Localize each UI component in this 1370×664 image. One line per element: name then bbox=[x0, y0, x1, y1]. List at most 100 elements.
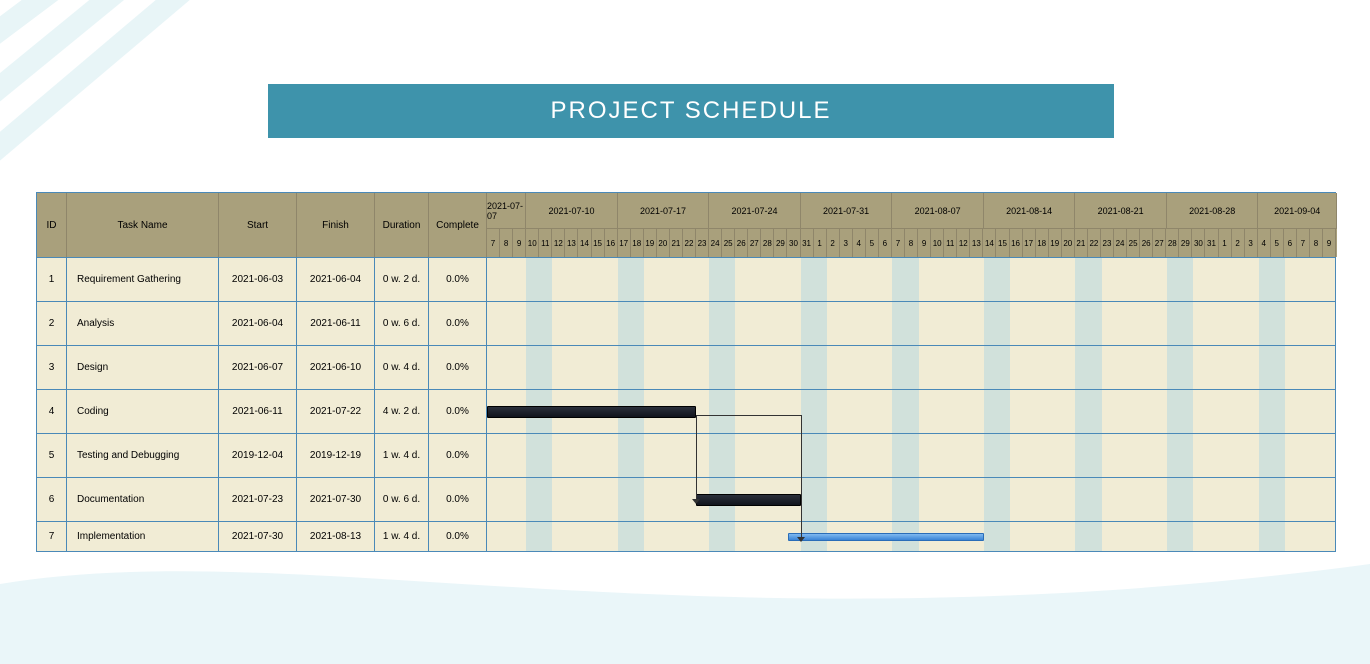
cell-start: 2019-12-04 bbox=[219, 434, 297, 477]
cell-start: 2021-07-30 bbox=[219, 522, 297, 551]
cell-complete: 0.0% bbox=[429, 302, 487, 345]
weekend-shade bbox=[892, 434, 905, 477]
day-header: 25 bbox=[1127, 229, 1140, 257]
day-header: 31 bbox=[801, 229, 814, 257]
weekend-shade bbox=[1075, 302, 1088, 345]
day-header: 26 bbox=[1140, 229, 1153, 257]
day-header: 27 bbox=[1153, 229, 1166, 257]
day-header: 30 bbox=[1192, 229, 1205, 257]
gantt-bar[interactable] bbox=[696, 494, 801, 506]
day-header: 31 bbox=[1205, 229, 1218, 257]
weekend-shade bbox=[1167, 434, 1180, 477]
weekend-shade bbox=[1167, 478, 1180, 521]
gantt-area bbox=[487, 390, 1335, 433]
col-header-complete: Complete bbox=[429, 193, 487, 257]
cell-task-name: Implementation bbox=[67, 522, 219, 551]
weekend-shade bbox=[1180, 390, 1193, 433]
day-header: 4 bbox=[853, 229, 866, 257]
weekend-shade bbox=[1089, 258, 1102, 301]
day-header: 16 bbox=[1010, 229, 1023, 257]
weekend-shade bbox=[1089, 478, 1102, 521]
weekend-shade bbox=[1167, 346, 1180, 389]
day-header: 21 bbox=[670, 229, 683, 257]
gantt-bar[interactable] bbox=[788, 533, 984, 541]
weekend-shade bbox=[1089, 434, 1102, 477]
weekend-shade bbox=[892, 478, 905, 521]
weekend-shade bbox=[997, 302, 1010, 345]
day-header: 3 bbox=[840, 229, 853, 257]
gantt-area bbox=[487, 346, 1335, 389]
cell-start: 2021-06-03 bbox=[219, 258, 297, 301]
weekend-shade bbox=[1075, 346, 1088, 389]
weekend-shade bbox=[1259, 522, 1272, 551]
weekend-shade bbox=[892, 390, 905, 433]
weekend-shade bbox=[1272, 346, 1285, 389]
weekend-shade bbox=[722, 346, 735, 389]
weekend-shade bbox=[1272, 302, 1285, 345]
weekend-shade bbox=[905, 302, 918, 345]
col-header-duration: Duration bbox=[375, 193, 429, 257]
table-row: 1Requirement Gathering2021-06-032021-06-… bbox=[37, 257, 1335, 301]
day-header: 8 bbox=[500, 229, 513, 257]
weekend-shade bbox=[539, 478, 552, 521]
weekend-shade bbox=[1272, 478, 1285, 521]
table-row: 4Coding2021-06-112021-07-224 w. 2 d.0.0% bbox=[37, 389, 1335, 433]
day-header: 1 bbox=[1219, 229, 1232, 257]
day-header: 5 bbox=[866, 229, 879, 257]
day-header: 27 bbox=[748, 229, 761, 257]
day-header: 14 bbox=[578, 229, 591, 257]
weekend-shade bbox=[1259, 346, 1272, 389]
weekend-shade bbox=[539, 522, 552, 551]
day-header: 1 bbox=[814, 229, 827, 257]
cell-id: 1 bbox=[37, 258, 67, 301]
weekend-shade bbox=[539, 302, 552, 345]
weekend-shade bbox=[814, 302, 827, 345]
day-header: 3 bbox=[1245, 229, 1258, 257]
day-header: 23 bbox=[696, 229, 709, 257]
weekend-shade bbox=[1259, 302, 1272, 345]
weekend-shade bbox=[801, 346, 814, 389]
weekend-shade bbox=[905, 258, 918, 301]
table-row: 3Design2021-06-072021-06-100 w. 4 d.0.0% bbox=[37, 345, 1335, 389]
weekend-shade bbox=[814, 434, 827, 477]
cell-complete: 0.0% bbox=[429, 346, 487, 389]
weekend-shade bbox=[618, 522, 631, 551]
weekend-shade bbox=[631, 434, 644, 477]
weekend-shade bbox=[814, 258, 827, 301]
weekend-shade bbox=[1075, 522, 1088, 551]
day-header: 15 bbox=[996, 229, 1009, 257]
weekend-shade bbox=[631, 346, 644, 389]
page-title-banner: PROJECT SCHEDULE bbox=[268, 84, 1114, 138]
table-row: 2Analysis2021-06-042021-06-110 w. 6 d.0.… bbox=[37, 301, 1335, 345]
col-header-task: Task Name bbox=[67, 193, 219, 257]
day-header: 4 bbox=[1258, 229, 1271, 257]
weekend-shade bbox=[618, 478, 631, 521]
header-timeline: 2021-07-072021-07-102021-07-172021-07-24… bbox=[487, 193, 1337, 257]
weekend-shade bbox=[526, 258, 539, 301]
cell-task-name: Design bbox=[67, 346, 219, 389]
week-header: 2021-07-10 bbox=[526, 193, 618, 229]
weekend-shade bbox=[1272, 390, 1285, 433]
bg-stripes bbox=[0, 0, 200, 200]
col-header-finish: Finish bbox=[297, 193, 375, 257]
weekend-shade bbox=[984, 390, 997, 433]
weekend-shade bbox=[984, 302, 997, 345]
day-header: 17 bbox=[618, 229, 631, 257]
day-header: 24 bbox=[709, 229, 722, 257]
day-header: 16 bbox=[605, 229, 618, 257]
weekend-shade bbox=[814, 390, 827, 433]
weekend-shade bbox=[1167, 522, 1180, 551]
weekend-shade bbox=[1089, 346, 1102, 389]
cell-duration: 0 w. 2 d. bbox=[375, 258, 429, 301]
gantt-bar[interactable] bbox=[487, 406, 696, 418]
weekend-shade bbox=[1089, 390, 1102, 433]
day-header: 12 bbox=[552, 229, 565, 257]
weekend-shade bbox=[984, 346, 997, 389]
day-header: 14 bbox=[983, 229, 996, 257]
weekend-shade bbox=[1075, 258, 1088, 301]
cell-start: 2021-06-11 bbox=[219, 390, 297, 433]
day-header: 28 bbox=[1166, 229, 1179, 257]
day-header: 8 bbox=[905, 229, 918, 257]
weekend-shade bbox=[892, 346, 905, 389]
cell-id: 5 bbox=[37, 434, 67, 477]
